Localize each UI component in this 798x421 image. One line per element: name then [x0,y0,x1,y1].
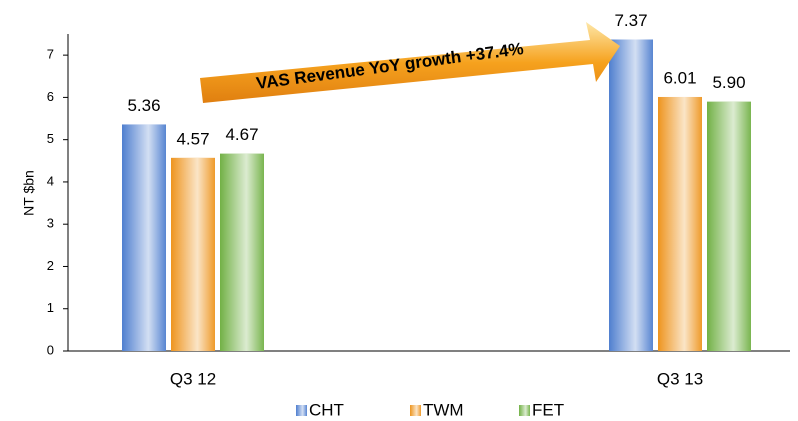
bar-shine [707,101,751,351]
legend-label: FET [532,400,564,419]
y-tick-label: 3 [47,216,54,231]
y-tick-label: 2 [47,258,54,273]
y-tick-label: 6 [47,89,54,104]
value-label: 4.57 [176,129,209,148]
bar-shine [171,157,215,351]
value-label: 6.01 [663,68,696,87]
y-tick-label: 7 [47,47,54,62]
legend-swatch-shine [519,405,530,416]
bar-shine [122,124,166,351]
y-tick-label: 1 [47,300,54,315]
value-label: 5.90 [712,73,745,92]
growth-arrow [200,22,620,103]
legend-swatch-shine [296,405,307,416]
y-tick-label: 5 [47,131,54,146]
x-tick-label: Q3 12 [170,369,216,388]
bar-shine [220,153,264,351]
y-tick-label: 0 [47,342,54,357]
value-label: 5.36 [127,96,160,115]
value-label: 4.67 [225,125,258,144]
value-label: 7.37 [614,11,647,30]
x-tick-label: Q3 13 [657,369,703,388]
bar-shine [609,39,653,352]
legend-label: CHT [309,400,344,419]
y-tick-label: 4 [47,173,54,188]
bar-shine [658,96,702,352]
legend-swatch-shine [410,405,421,416]
legend-label: TWM [423,400,464,419]
y-axis-label: NT $bn [21,170,37,216]
plot-area: 0 1 2 3 4 5 6 7 Q3 12 5.36 4.57 4.67 Q3 13 7.37 6.01 5.… [47,11,790,419]
